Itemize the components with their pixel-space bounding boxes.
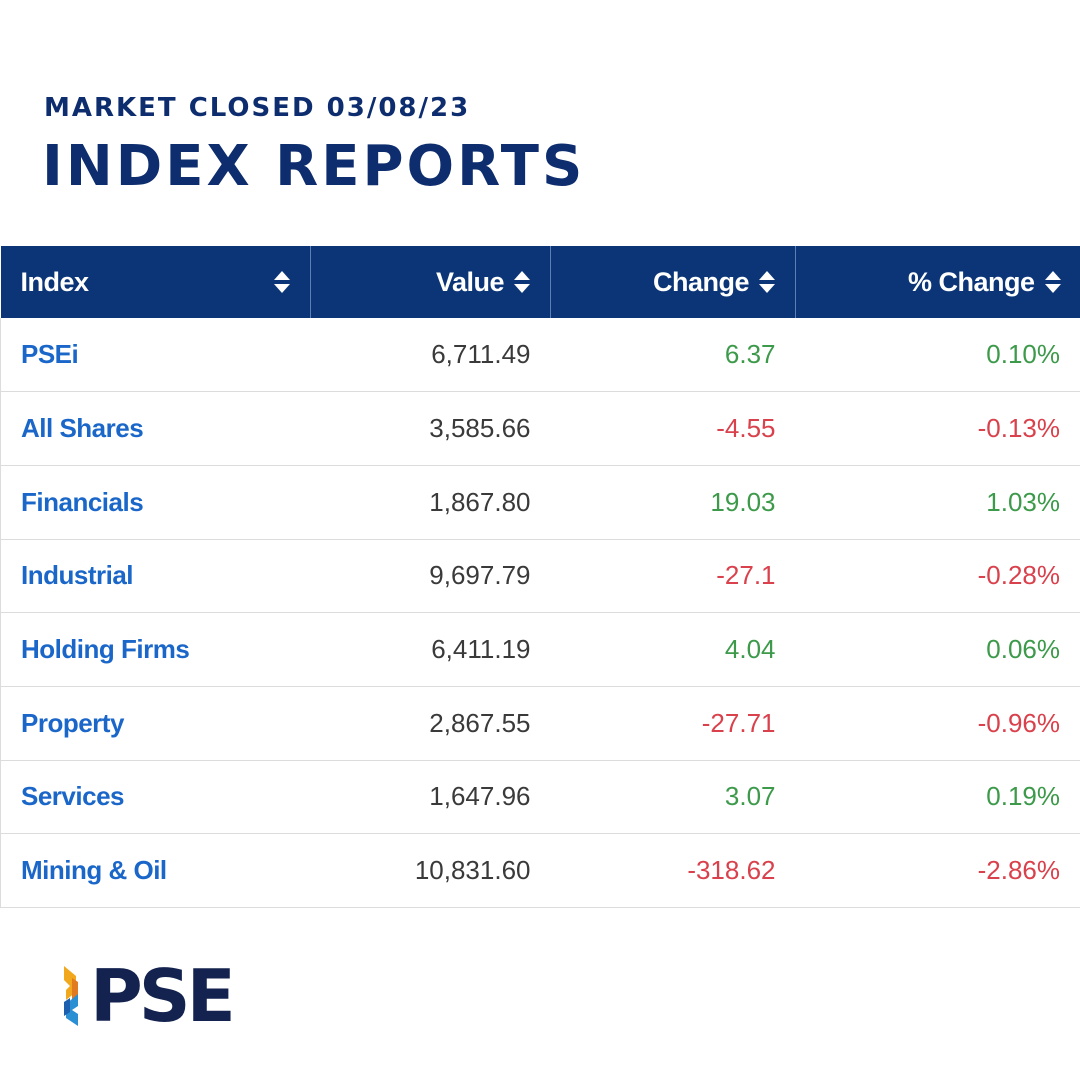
change-cell: 4.04 [550, 612, 796, 687]
pse-logo-text: PSE [90, 954, 236, 1038]
index-name-cell[interactable]: Industrial [0, 539, 311, 614]
index-link[interactable]: Holding Firms [21, 634, 190, 665]
index-name-cell[interactable]: Property [0, 686, 311, 761]
pse-logo-mark-icon [64, 966, 78, 1026]
sort-icon[interactable] [1044, 271, 1061, 293]
sort-icon[interactable] [514, 271, 530, 293]
page-subtitle: MARKET CLOSED 03/08/23 [44, 93, 471, 123]
change-cell: -318.62 [550, 833, 796, 908]
column-header-pct-change[interactable]: % Change [795, 246, 1080, 318]
index-link[interactable]: Services [21, 781, 124, 812]
change-cell: -27.71 [550, 686, 796, 761]
change-cell: 19.03 [550, 465, 796, 540]
index-link[interactable]: Financials [21, 486, 144, 517]
pct-change-cell: -2.86% [795, 833, 1080, 908]
change-cell: 6.37 [550, 318, 796, 393]
sort-icon[interactable] [274, 271, 290, 293]
index-link[interactable]: Industrial [21, 560, 134, 591]
index-link[interactable]: PSEi [21, 339, 79, 370]
table-row: Services 1,647.96 3.07 0.19% [0, 760, 1080, 835]
value-cell: 1,867.80 [310, 465, 551, 540]
column-header-label: Value [435, 266, 505, 297]
change-cell: 3.07 [550, 760, 796, 835]
column-header-value[interactable]: Value [310, 246, 551, 318]
table-row: PSEi 6,711.49 6.37 0.10% [0, 318, 1080, 393]
value-cell: 6,411.19 [310, 612, 551, 687]
index-link[interactable]: Mining & Oil [21, 855, 167, 886]
index-report-table: Index Value Change % Change [0, 246, 1080, 908]
pse-logo: PSE [58, 954, 236, 1038]
value-cell: 1,647.96 [310, 760, 551, 835]
change-cell: -27.1 [550, 539, 796, 614]
pct-change-cell: -0.28% [795, 539, 1080, 614]
value-cell: 2,867.55 [310, 686, 551, 761]
index-link[interactable]: Property [21, 707, 124, 738]
sort-icon[interactable] [759, 271, 775, 293]
table-row: Mining & Oil 10,831.60 -318.62 -2.86% [0, 833, 1080, 908]
value-cell: 6,711.49 [310, 318, 551, 393]
table-row: Property 2,867.55 -27.71 -0.96% [0, 686, 1080, 761]
pct-change-cell: 1.03% [795, 465, 1080, 540]
index-link[interactable]: All Shares [21, 413, 144, 444]
value-cell: 3,585.66 [310, 391, 551, 466]
table-row: Holding Firms 6,411.19 4.04 0.06% [0, 612, 1080, 687]
pct-change-cell: 0.06% [795, 612, 1080, 687]
value-cell: 9,697.79 [310, 539, 551, 614]
index-name-cell[interactable]: All Shares [0, 391, 311, 466]
column-header-label: % Change [907, 266, 1035, 297]
column-header-label: Change [652, 266, 750, 297]
pct-change-cell: 0.19% [795, 760, 1080, 835]
table-row: Financials 1,867.80 19.03 1.03% [0, 465, 1080, 540]
table-header-row: Index Value Change % Change [0, 246, 1080, 318]
pct-change-cell: -0.13% [795, 391, 1080, 466]
pct-change-cell: 0.10% [795, 318, 1080, 393]
column-header-change[interactable]: Change [550, 246, 796, 318]
column-header-label: Index [20, 266, 90, 297]
change-cell: -4.55 [550, 391, 796, 466]
index-name-cell[interactable]: Services [0, 760, 311, 835]
table-body: PSEi 6,711.49 6.37 0.10% All Shares 3,585.66-… [0, 318, 1080, 908]
index-name-cell[interactable]: Mining & Oil [0, 833, 311, 908]
column-header-index[interactable]: Index [0, 246, 311, 318]
index-name-cell[interactable]: Financials [0, 465, 311, 540]
pct-change-cell: -0.96% [795, 686, 1080, 761]
index-name-cell[interactable]: PSEi [0, 318, 311, 393]
table-row: All Shares 3,585.66 -4.55 -0.13% [0, 391, 1080, 466]
page-title: INDEX REPORTS [42, 134, 586, 199]
index-name-cell[interactable]: Holding Firms [0, 612, 311, 687]
table-row: Industrial 9,697.79 -27.1 -0.28% [0, 539, 1080, 614]
value-cell: 10,831.60 [310, 833, 551, 908]
